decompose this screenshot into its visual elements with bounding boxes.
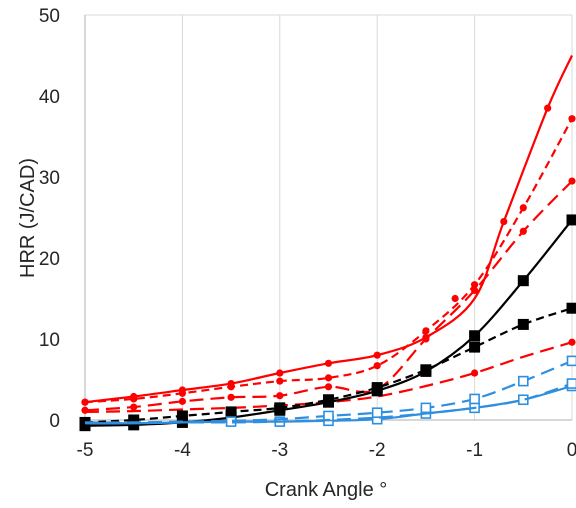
data-point xyxy=(469,330,481,342)
y-tick-label: 40 xyxy=(39,87,60,108)
vertical-gridlines xyxy=(85,14,573,420)
tick-labels: 0 10 20 30 40 50 -5 -4 -3 -2 -1 0 xyxy=(39,6,576,461)
data-point xyxy=(469,341,481,353)
data-point xyxy=(568,115,576,123)
data-point xyxy=(227,393,235,401)
series-9 xyxy=(84,378,576,425)
series-2 xyxy=(81,115,576,406)
data-point xyxy=(373,362,381,370)
data-point xyxy=(178,397,186,405)
data-point xyxy=(373,351,381,359)
y-tick-label: 0 xyxy=(49,411,60,432)
data-point xyxy=(471,286,479,294)
x-tick-label: -2 xyxy=(369,440,386,461)
x-tick-label: -4 xyxy=(174,440,191,461)
data-point xyxy=(128,414,140,426)
data-point xyxy=(517,275,529,287)
y-tick-label: 50 xyxy=(39,6,60,27)
data-point xyxy=(566,355,576,367)
data-point xyxy=(420,402,432,414)
data-point xyxy=(566,302,576,314)
data-point xyxy=(324,374,333,382)
data-point xyxy=(471,369,479,377)
data-point xyxy=(471,281,479,289)
data-point xyxy=(469,393,480,405)
data-point xyxy=(422,335,430,343)
data-point xyxy=(544,104,552,112)
data-point xyxy=(517,375,529,387)
data-point xyxy=(519,227,527,235)
data-point xyxy=(517,394,529,406)
data-point xyxy=(500,217,508,226)
x-tick-label: -1 xyxy=(466,440,483,461)
data-point xyxy=(176,410,188,422)
data-point xyxy=(324,383,333,391)
data-point xyxy=(568,338,576,346)
data-point xyxy=(81,398,89,406)
data-point xyxy=(566,214,576,226)
data-point xyxy=(225,406,237,418)
data-point xyxy=(517,318,529,330)
data-point xyxy=(519,204,527,212)
x-axis-title: Crank Angle ° xyxy=(265,479,388,501)
y-tick-label: 10 xyxy=(39,330,60,351)
data-point xyxy=(323,394,334,406)
data-point xyxy=(420,364,432,376)
data-point xyxy=(324,359,333,367)
axes xyxy=(84,15,572,421)
series-1 xyxy=(81,55,573,406)
data-point xyxy=(371,407,383,419)
data-point xyxy=(276,377,284,385)
data-point xyxy=(371,382,383,394)
series-line xyxy=(84,307,573,424)
data-point xyxy=(227,383,235,391)
x-tick-label: -3 xyxy=(271,440,288,461)
series-layer xyxy=(79,55,576,432)
data-point xyxy=(422,327,430,335)
series-line xyxy=(84,55,573,404)
y-tick-label: 20 xyxy=(39,249,60,270)
x-tick-label: -5 xyxy=(77,440,94,461)
data-point xyxy=(568,177,576,185)
data-point xyxy=(130,403,138,411)
series-line xyxy=(84,180,573,412)
series-8 xyxy=(84,355,576,424)
data-point xyxy=(451,294,459,303)
data-point xyxy=(276,369,284,377)
x-tick-label: 0 xyxy=(567,440,576,461)
y-tick-label: 30 xyxy=(39,168,60,189)
series-line xyxy=(84,382,573,425)
data-point xyxy=(566,378,576,389)
data-point xyxy=(274,402,286,414)
data-point xyxy=(276,392,284,400)
y-axis-title: HRR (J/CAD) xyxy=(17,158,39,278)
data-point xyxy=(130,395,138,403)
data-point xyxy=(178,389,186,397)
